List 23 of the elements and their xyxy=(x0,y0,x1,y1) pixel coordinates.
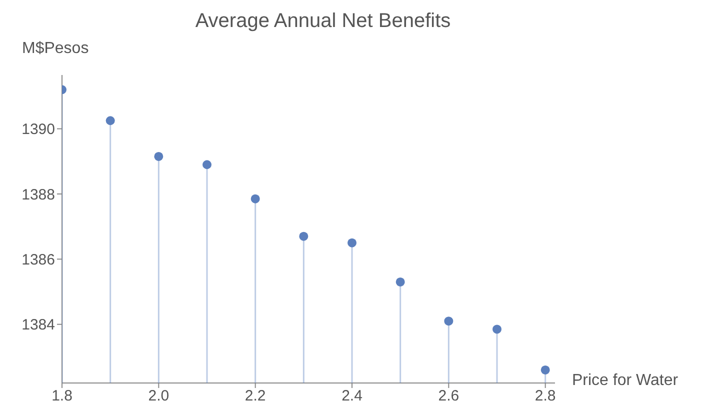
point xyxy=(492,324,502,334)
y-tick-label: 1384 xyxy=(22,316,55,334)
point xyxy=(154,152,164,161)
y-axis-title: M$Pesos xyxy=(22,40,89,58)
x-tick-label: 2.4 xyxy=(342,388,362,405)
x-tick-label: 2.8 xyxy=(534,388,556,405)
chart-title: Average Annual Net Benefits xyxy=(194,10,452,33)
y-tick-label: 1386 xyxy=(22,251,55,268)
point xyxy=(106,116,115,126)
point xyxy=(444,316,454,326)
point xyxy=(396,277,405,286)
point xyxy=(202,160,212,170)
point xyxy=(250,194,260,204)
point xyxy=(299,232,308,241)
x-tick-label: 2.0 xyxy=(148,388,170,405)
point xyxy=(540,365,550,374)
x-tick-label: 1.8 xyxy=(52,388,72,405)
x-tick-label: 2.6 xyxy=(438,388,460,405)
x-axis-title: Price for Water xyxy=(572,372,678,390)
point xyxy=(348,238,356,248)
y-tick-label: 1390 xyxy=(22,121,55,138)
x-tick-label: 2.2 xyxy=(244,388,266,405)
y-tick-label: 1388 xyxy=(22,186,55,204)
